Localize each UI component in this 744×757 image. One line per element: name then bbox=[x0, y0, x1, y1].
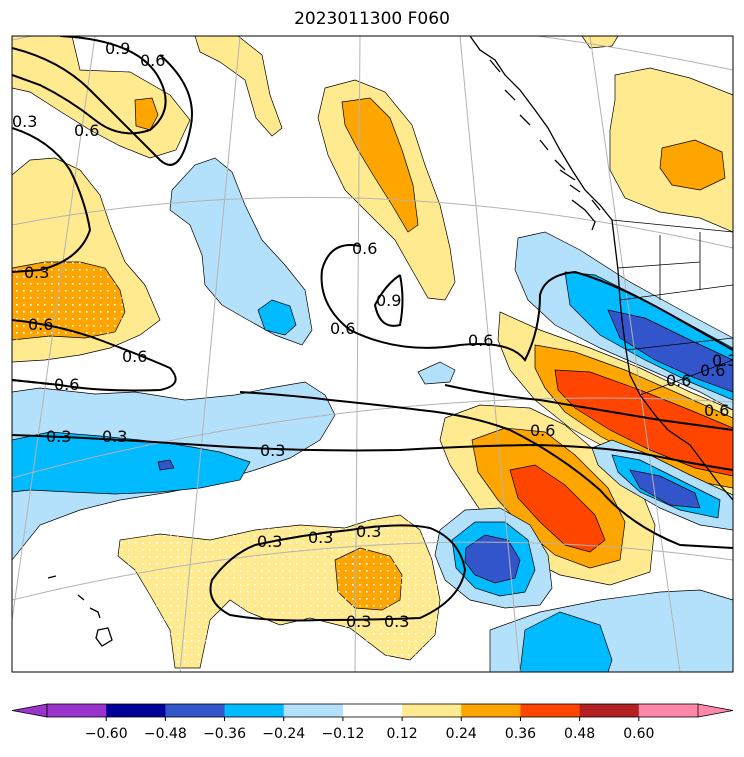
colorbar-tick-label: −0.12 bbox=[321, 726, 364, 742]
colorbar-tick-label: 0.24 bbox=[446, 726, 477, 742]
contour-label: 0.9 bbox=[105, 39, 130, 58]
colorbar-tick-label: 0.60 bbox=[623, 726, 654, 742]
fill-neg-036-south-blob bbox=[464, 534, 521, 584]
fill-pos-024-center-north bbox=[341, 97, 419, 233]
fill-neg-036-left-band bbox=[157, 459, 175, 471]
colorbar-swatch bbox=[224, 704, 285, 717]
contour-label: 0.6 bbox=[530, 421, 555, 440]
colorbar-swatch bbox=[461, 704, 521, 717]
contour-label: 0.3 bbox=[46, 427, 71, 446]
contour-label: 0.3 bbox=[346, 612, 371, 631]
contour-label: 0.6 bbox=[666, 371, 691, 390]
contour-label: 0.6 bbox=[74, 121, 99, 140]
colorbar-tick-label: −0.36 bbox=[203, 726, 246, 742]
stipple-bottom-left bbox=[118, 515, 440, 668]
map-frame bbox=[11, 35, 734, 673]
fill-neg-024-left-band bbox=[12, 431, 251, 495]
colorbar-swatch bbox=[402, 704, 462, 717]
contour-label: 0.6 bbox=[330, 319, 355, 338]
colorbar-tick-label: −0.48 bbox=[144, 726, 187, 742]
colorbar-swatch bbox=[283, 704, 344, 717]
fill-neg-024-center-left bbox=[257, 299, 297, 336]
contour-labels: 0.9 0.6 0.6 0.3 0.6 0.3 0.6 0.6 0.6 0.3 … bbox=[12, 39, 737, 631]
colorbar-swatch bbox=[342, 704, 403, 717]
colorbar-frame bbox=[46, 703, 699, 718]
contour-label: 0.6 bbox=[122, 347, 147, 366]
colorbar-swatch bbox=[106, 704, 166, 717]
colorbar-max-arrow bbox=[697, 703, 734, 718]
hawaii-islands bbox=[47, 575, 113, 647]
colorbar-swatch bbox=[165, 704, 226, 717]
map-area: 0.9 0.6 0.6 0.3 0.6 0.3 0.6 0.6 0.6 0.3 … bbox=[12, 36, 737, 672]
contour-label: 0.6 bbox=[54, 375, 79, 394]
fill-neg-036-right-south bbox=[629, 469, 701, 509]
contour-label: 0.3 bbox=[257, 532, 282, 551]
fill-pos-012-top-center bbox=[194, 36, 283, 137]
graticule bbox=[12, 36, 733, 672]
contour-label: 0.3 bbox=[384, 612, 409, 631]
contour-label: 0.6 bbox=[704, 401, 729, 420]
fill-neg-012-center-left bbox=[169, 157, 313, 346]
colorbar-swatch bbox=[520, 704, 581, 717]
colorbar-tick-label: 0.36 bbox=[505, 726, 536, 742]
north-america-coast bbox=[469, 36, 733, 501]
colorbar-tick-label: −0.24 bbox=[262, 726, 305, 742]
contour-label: 0.6 bbox=[468, 331, 493, 350]
contour-label: 0.3 bbox=[308, 528, 333, 547]
stipple-left bbox=[12, 262, 125, 340]
colorbar-tick-label: −0.60 bbox=[85, 726, 128, 742]
contour-label: 0.3 bbox=[356, 522, 381, 541]
contour-label: 0.6 bbox=[28, 315, 53, 334]
state-borders bbox=[611, 219, 733, 396]
positive-anomaly-fills bbox=[12, 36, 733, 669]
contour-label: 0.6 bbox=[352, 239, 377, 258]
colorbar-swatch bbox=[638, 704, 699, 717]
contour-label: 0.3 bbox=[102, 427, 127, 446]
colorbar-swatch bbox=[579, 704, 640, 717]
colorbar-swatch bbox=[47, 704, 107, 717]
fill-pos-024-topright bbox=[659, 139, 726, 191]
map-title: 2023011300 F060 bbox=[294, 9, 450, 29]
fill-pos-024-topleft bbox=[134, 97, 159, 131]
negative-anomaly-fills bbox=[12, 157, 733, 672]
contour-label: 0.9 bbox=[376, 291, 401, 310]
contour-label: 0.3 bbox=[24, 263, 49, 282]
contour-label: 0.3 bbox=[260, 441, 285, 460]
contour-label: 0.6 bbox=[700, 361, 725, 380]
fill-neg-024-bottom-right bbox=[519, 611, 613, 672]
colorbar-tick-label: 0.48 bbox=[564, 726, 595, 742]
contour-label: 0.3 bbox=[12, 112, 37, 131]
colorbar: −0.60 −0.48 −0.36 −0.24 −0.12 0.12 0.24 0.36 0.4… bbox=[11, 703, 734, 742]
colorbar-tick-label: 0.12 bbox=[387, 726, 418, 742]
contour-lines bbox=[12, 36, 733, 622]
contour-label: 0.3 bbox=[712, 351, 737, 370]
coastlines bbox=[47, 36, 733, 647]
colorbar-min-arrow bbox=[11, 703, 48, 718]
contour-label: 0.6 bbox=[140, 51, 165, 70]
fill-neg-012-spot bbox=[417, 361, 456, 385]
